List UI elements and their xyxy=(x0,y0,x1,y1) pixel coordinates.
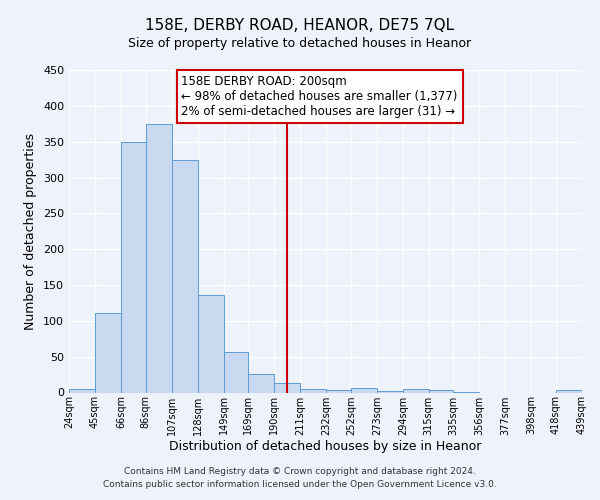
Bar xyxy=(326,390,351,392)
Bar xyxy=(95,313,121,392)
Text: Contains HM Land Registry data © Crown copyright and database right 2024.: Contains HM Land Registry data © Crown c… xyxy=(124,467,476,476)
Bar xyxy=(69,389,95,392)
Bar xyxy=(403,389,429,392)
Bar xyxy=(172,160,197,392)
Y-axis label: Number of detached properties: Number of detached properties xyxy=(25,132,37,330)
Bar xyxy=(351,388,377,392)
Bar xyxy=(300,389,326,392)
Bar xyxy=(377,391,403,392)
Bar xyxy=(429,390,454,392)
Bar xyxy=(274,383,300,392)
Bar xyxy=(197,295,224,392)
Bar xyxy=(146,124,172,392)
Text: Contains public sector information licensed under the Open Government Licence v3: Contains public sector information licen… xyxy=(103,480,497,489)
Bar xyxy=(224,352,248,393)
Bar xyxy=(556,390,582,392)
X-axis label: Distribution of detached houses by size in Heanor: Distribution of detached houses by size … xyxy=(169,440,482,454)
Text: 158E DERBY ROAD: 200sqm
← 98% of detached houses are smaller (1,377)
2% of semi-: 158E DERBY ROAD: 200sqm ← 98% of detache… xyxy=(181,75,458,118)
Text: Size of property relative to detached houses in Heanor: Size of property relative to detached ho… xyxy=(128,38,472,51)
Bar xyxy=(121,142,146,392)
Bar xyxy=(248,374,274,392)
Text: 158E, DERBY ROAD, HEANOR, DE75 7QL: 158E, DERBY ROAD, HEANOR, DE75 7QL xyxy=(145,18,455,32)
